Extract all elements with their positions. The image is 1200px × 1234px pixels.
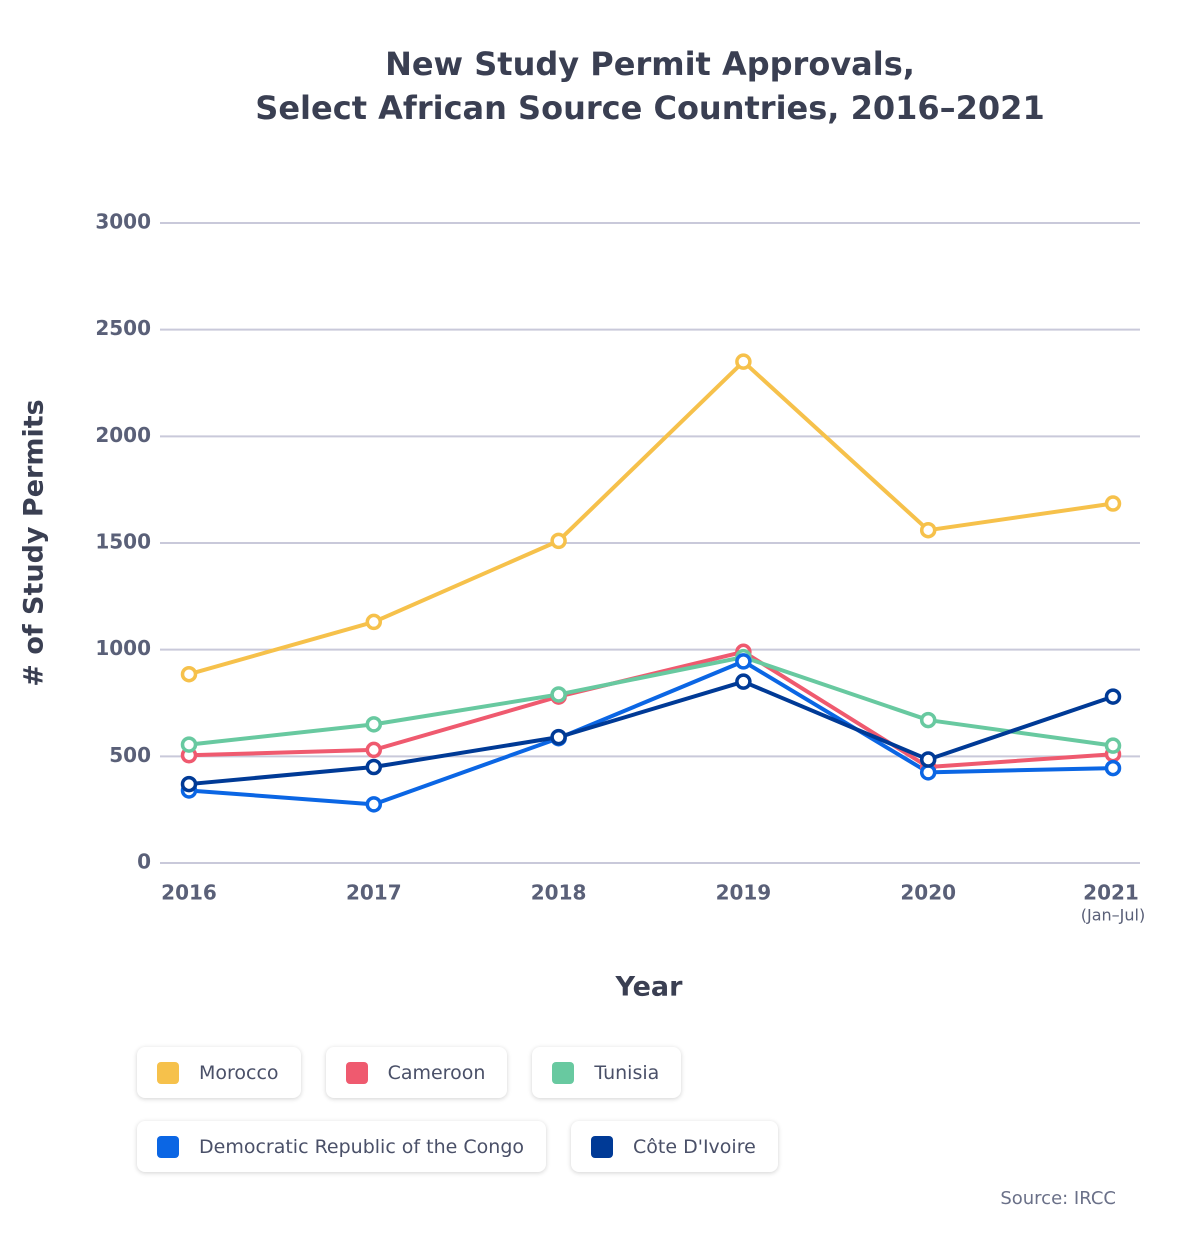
series-line xyxy=(188,655,1114,748)
legend-item: Morocco xyxy=(137,1047,301,1098)
data-point xyxy=(550,728,567,746)
data-point xyxy=(550,532,567,550)
data-point xyxy=(919,751,937,768)
legend-label: Côte D'Ivoire xyxy=(633,1135,756,1158)
legend-swatch xyxy=(591,1135,614,1158)
data-point xyxy=(365,796,383,813)
data-point xyxy=(365,716,383,733)
data-point xyxy=(1104,759,1122,777)
data-point xyxy=(365,758,383,776)
y-axis-label: # of Study Permits xyxy=(19,399,50,686)
data-point xyxy=(180,665,198,683)
data-point xyxy=(919,521,937,539)
y-tick-label: 500 xyxy=(109,743,151,767)
x-tick-label: 2021 xyxy=(1083,881,1139,905)
legend: Morocco Cameroon Tunisia Democratic Republi… xyxy=(137,1047,837,1172)
y-tick-label: 1500 xyxy=(95,530,151,554)
x-axis-label: Year xyxy=(615,972,684,1003)
x-tick-note: (Jan–Jul) xyxy=(1081,906,1145,925)
series-line xyxy=(188,679,1114,787)
legend-item: Côte D'Ivoire xyxy=(571,1121,778,1172)
data-point xyxy=(735,653,752,670)
legend-label: Morocco xyxy=(199,1061,279,1084)
x-tick-label: 2018 xyxy=(531,881,587,905)
source: Source: IRCC xyxy=(1000,1188,1116,1209)
legend-swatch xyxy=(157,1135,179,1158)
chart-title: New Study Permit Approvals, Select Afric… xyxy=(255,45,1045,127)
data-point xyxy=(1104,688,1122,705)
data-point xyxy=(919,711,937,729)
y-tick-label: 3000 xyxy=(95,210,151,234)
x-tick-label: 2017 xyxy=(346,881,402,905)
data-point xyxy=(180,736,198,753)
y-tick-label: 2500 xyxy=(95,316,151,340)
data-point xyxy=(735,353,752,370)
x-tick-label: 2016 xyxy=(161,881,217,905)
y-tick-label: 1000 xyxy=(95,636,151,660)
series-line xyxy=(188,359,1114,677)
y-tick-label: 0 xyxy=(137,850,151,874)
series-line xyxy=(188,659,1114,807)
legend-label: Tunisia xyxy=(594,1061,660,1084)
legend-item: Tunisia xyxy=(532,1047,682,1098)
legend-swatch xyxy=(552,1061,575,1084)
data-point xyxy=(550,686,567,703)
legend-swatch xyxy=(157,1061,179,1084)
legend-swatch xyxy=(345,1061,368,1084)
y-tick-label: 2000 xyxy=(95,423,151,447)
data-point xyxy=(1104,737,1122,754)
data-point xyxy=(365,613,383,631)
legend-label: Cameroon xyxy=(387,1061,486,1084)
legend-item: Cameroon xyxy=(325,1047,508,1098)
data-point xyxy=(735,673,752,690)
data-point xyxy=(365,741,383,759)
data-point xyxy=(180,775,198,793)
legend-label: Democratic Republic of the Congo xyxy=(199,1135,525,1158)
x-tick-label: 2019 xyxy=(716,881,772,905)
x-tick-label: 2020 xyxy=(900,881,956,905)
legend-item: Democratic Republic of the Congo xyxy=(137,1121,547,1172)
data-point xyxy=(1104,495,1122,512)
